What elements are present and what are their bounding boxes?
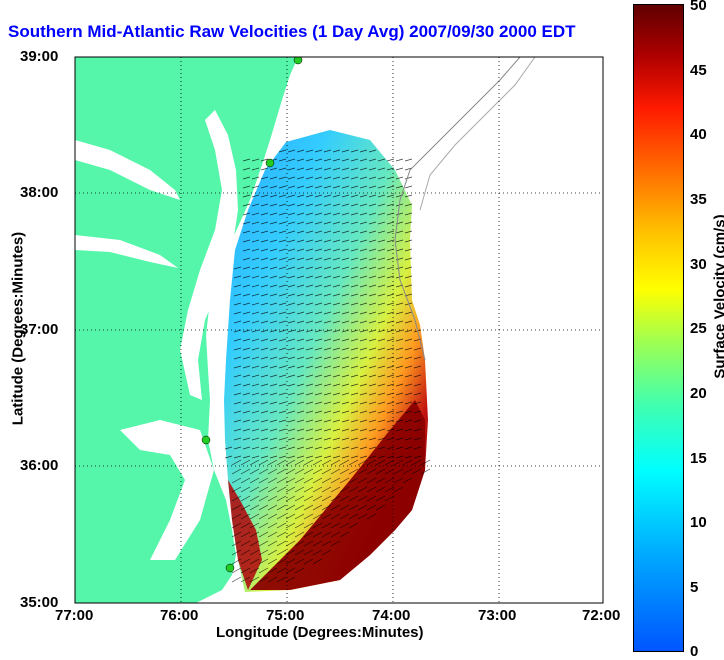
colorbar-tick: 25 [690, 320, 707, 337]
station-marker [202, 436, 210, 444]
velocity-arrow [405, 186, 412, 188]
x-tick: 77:00 [55, 607, 93, 624]
x-tick: 74:00 [372, 607, 410, 624]
x-tick: 72:00 [582, 607, 620, 624]
station-marker [226, 564, 234, 572]
colorbar-tick: 30 [690, 256, 707, 273]
colorbar-tick: 20 [690, 385, 707, 402]
colorbar-tick: 15 [690, 450, 707, 467]
velocity-arrow [232, 577, 241, 582]
contour-line [420, 57, 535, 210]
x-axis-label: Longitude (Degrees:Minutes) [216, 624, 424, 641]
colorbar-tick: 40 [690, 126, 707, 143]
x-tick: 75:00 [266, 607, 304, 624]
colorbar [633, 4, 684, 652]
y-axis-label: Latitude (Degrees:Minutes) [10, 199, 27, 459]
y-tick: 39:00 [20, 48, 58, 65]
velocity-arrow [387, 159, 394, 161]
velocity-arrow [405, 159, 412, 161]
colorbar-tick: 10 [690, 514, 707, 531]
x-tick: 76:00 [160, 607, 198, 624]
velocity-arrow [396, 168, 403, 170]
station-marker [266, 159, 274, 167]
colorbar-tick: 0 [690, 643, 698, 660]
velocity-arrow [396, 159, 403, 161]
colorbar-tick: 5 [690, 579, 698, 596]
colorbar-label: Surface Velocity (cm/s) [712, 167, 724, 427]
colorbar-tick: 35 [690, 191, 707, 208]
y-tick: 36:00 [20, 457, 58, 474]
x-tick: 73:00 [478, 607, 516, 624]
y-tick: 35:00 [20, 594, 58, 611]
colorbar-tick: 45 [690, 62, 707, 79]
velocity-arrow [405, 177, 412, 179]
colorbar-tick: 50 [690, 0, 707, 14]
